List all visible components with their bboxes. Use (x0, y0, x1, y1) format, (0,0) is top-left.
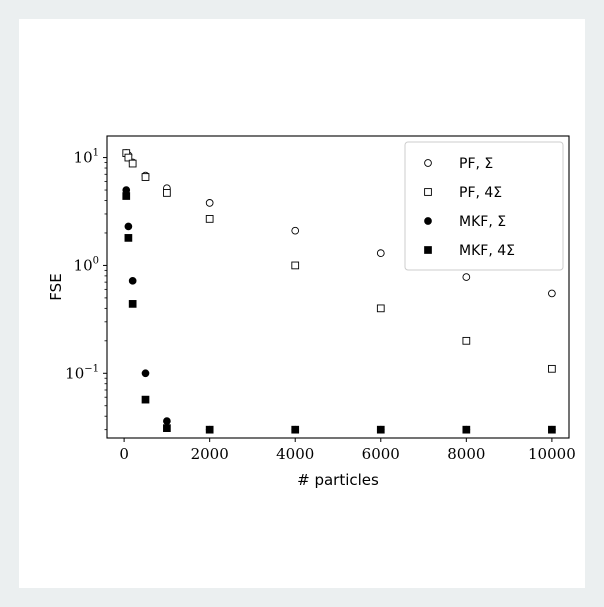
data-point (163, 417, 171, 425)
data-point (291, 226, 300, 235)
data-point (548, 364, 556, 373)
data-point (462, 425, 471, 434)
data-point (205, 215, 214, 223)
data-point (163, 189, 171, 197)
legend-marker (424, 159, 432, 167)
y-tick-label: 10−1 (65, 363, 99, 382)
legend-label: MKF, 4Σ (459, 243, 515, 259)
legend-marker (424, 246, 432, 254)
data-point (128, 300, 137, 308)
data-point (205, 425, 214, 434)
legend-label: MKF, Σ (459, 214, 506, 230)
legend: PF, Σ PF, 4Σ MKF, Σ MKF, 4Σ (404, 141, 564, 271)
legend-label: PF, Σ (459, 156, 493, 172)
data-point (376, 304, 385, 313)
data-point (128, 159, 137, 168)
data-point (205, 199, 214, 207)
data-point (163, 424, 171, 432)
data-point (124, 234, 133, 242)
y-axis-title: FSE (47, 273, 65, 300)
fse-chart: 0 2000 4000 6000 8000 10000 101 100 10−1 # parti… (47, 135, 576, 489)
x-tick-label: 0 (119, 445, 129, 463)
data-point (128, 276, 137, 285)
x-tick-label: 10000 (528, 445, 576, 463)
plot-frame (106, 135, 570, 439)
x-tick-label: 2000 (191, 445, 229, 463)
data-point (462, 336, 471, 345)
data-point (548, 289, 556, 298)
data-point (376, 249, 385, 257)
data-point (291, 261, 300, 270)
figure-card: 0 2000 4000 6000 8000 10000 101 100 10−1 # parti… (19, 19, 585, 588)
data-point (376, 425, 385, 434)
legend-frame (404, 141, 564, 271)
x-axis-title: # particles (297, 471, 379, 489)
data-point (124, 153, 133, 162)
legend-label: PF, 4Σ (459, 185, 502, 201)
data-point (122, 192, 131, 200)
data-point (462, 273, 471, 281)
x-tick-label: 4000 (276, 445, 314, 463)
y-tick-label: 101 (74, 148, 99, 167)
data-point (291, 425, 300, 434)
data-point (548, 425, 556, 434)
y-tick-label: 100 (74, 255, 99, 274)
data-point (141, 395, 150, 404)
x-tick-label: 8000 (447, 445, 485, 463)
legend-marker (424, 188, 432, 196)
data-point (124, 222, 133, 231)
legend-marker (424, 217, 432, 225)
data-point (141, 369, 150, 378)
data-point (141, 173, 150, 181)
x-tick-label: 6000 (362, 445, 400, 463)
